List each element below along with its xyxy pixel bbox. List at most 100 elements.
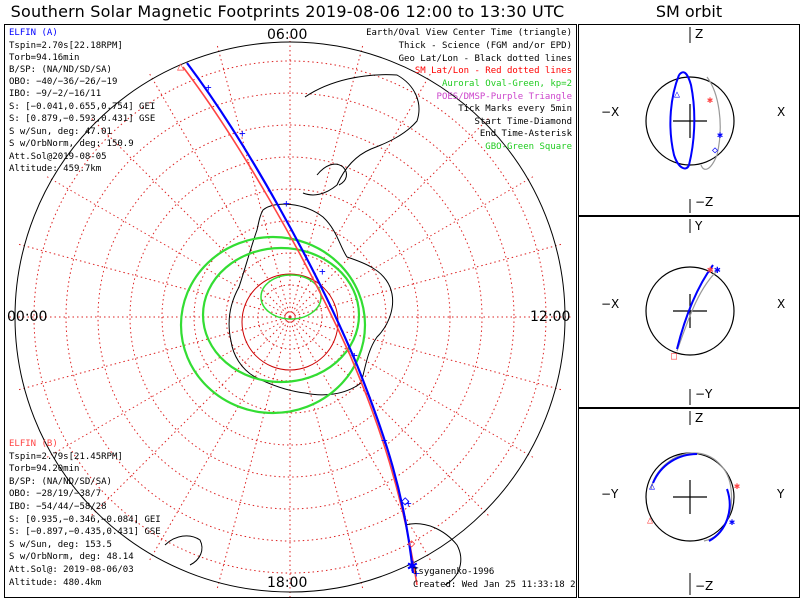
orbit-plot-xy: ✱ ✱ □ <box>645 219 735 405</box>
orbit-a-track <box>676 264 714 350</box>
sm-lon-line <box>289 316 535 459</box>
elfin-a-line: Tspin=2.70s[22.18RPM] <box>9 41 123 51</box>
map-boundary <box>14 41 566 593</box>
view-center-triangle: △ <box>177 59 185 73</box>
island-outline <box>316 163 347 186</box>
sm-lat-circle <box>129 156 451 478</box>
axis-label-minus-y: −Y <box>601 487 619 501</box>
elfin-b-line: IBO: −54/44/−58/28 <box>9 502 107 512</box>
map-label-12: 12:00 <box>530 309 571 325</box>
orbit-end-marker: ✱ <box>714 263 721 276</box>
elfin-b-line: Altitude: 480.4km <box>9 578 102 588</box>
footprint-map: ++++++++◇◇✱△ <box>8 35 572 597</box>
sm-lon-line <box>148 72 291 318</box>
axis-label-minus-y: −Y <box>695 387 713 401</box>
legend-item: POES/DMSP-Purple Triangle <box>436 92 572 102</box>
track-tick-mark: + <box>319 265 326 278</box>
created-timestamp: Created: Wed Jan 25 11:33:18 2023 <box>413 580 577 590</box>
start-time-diamond: ◇ <box>401 493 410 509</box>
track-tick-mark: + <box>351 349 358 362</box>
track-tick-mark: + <box>381 434 388 447</box>
axis-label-minus-z: −Z <box>695 579 714 593</box>
sm-lat-circle <box>97 124 483 510</box>
axis-label-minus-z: −Z <box>695 195 714 209</box>
orbit-marker: △ <box>647 515 653 526</box>
map-label-18: 18:00 <box>267 575 308 591</box>
legend-item: Auroral Oval-Green, kp=2 <box>441 79 572 89</box>
sm-lon-line <box>17 316 291 391</box>
sm-lon-line <box>289 72 432 318</box>
sm-lon-line <box>148 316 291 562</box>
elfin-a-line: S w/OrbNorm, deg: 150.9 <box>9 139 134 149</box>
sm-lon-line <box>289 243 563 318</box>
track-tick-mark: + <box>405 497 412 510</box>
sm-lon-line <box>289 175 535 318</box>
end-time-asterisk: ✱ <box>407 555 418 576</box>
elfin-b-track <box>182 66 418 586</box>
elfin-b-line: Att.Sol@: 2019-08-06/03 <box>9 565 134 575</box>
elfin-b-line: S: [−0.897,−0.435,0.431] GSE <box>9 527 161 537</box>
orbit-b-track <box>676 268 720 352</box>
elfin-b-line: Torb=94.20min <box>9 464 80 474</box>
legend-item: Earth/Oval View Center Time (triangle) <box>366 28 572 38</box>
legend-item: Thick - Science (FGM and/or EPD) <box>398 41 572 51</box>
orbit-end-marker: ✱ <box>717 130 723 141</box>
sm-lon-line <box>289 316 563 391</box>
elfin-b-name: ELFIN (B) <box>9 439 58 449</box>
elfin-a-line: Altitude: 459.7km <box>9 164 102 174</box>
elfin-a-line: Att.Sol@2019-08-05 <box>9 152 107 162</box>
elfin-a-track <box>186 62 415 574</box>
sm-lon-line <box>289 316 432 562</box>
sm-lat-circle <box>161 188 419 446</box>
earth-circle <box>645 266 735 356</box>
australia-outline <box>404 523 462 586</box>
axis-label-minus-x: −X <box>601 105 620 119</box>
sm-lon-line <box>289 44 364 318</box>
sm-lon-line <box>45 316 291 459</box>
axis-label-x: X <box>777 105 786 119</box>
sm-lon-line <box>45 175 291 318</box>
track-tick-mark: + <box>205 81 212 94</box>
axis-label-y: Y <box>695 219 703 233</box>
footprint-map-panel: + + + + + + + + ◇ ◇ ✱ △ 06:00 00:00 12:00 18:00 ELF… <box>4 24 577 598</box>
elfin-a-line: S: [0.879,−0.593,0.431] GSE <box>9 114 156 124</box>
elfin-b-line: OBO: −28/19/−38/7 <box>9 489 102 499</box>
legend-item: End Time-Asterisk <box>479 129 572 139</box>
page-title: Southern Solar Magnetic Footprints 2019-… <box>10 2 565 21</box>
orbit-start-marker: △ <box>649 481 655 492</box>
legend-item: Start Time-Diamond <box>474 117 572 127</box>
elfin-a-line: OBO: −40/−36/−26/−19 <box>9 77 118 87</box>
orbit-panel-xy: ✱ ✱ □ Y −Y −X X <box>578 216 800 408</box>
legend-item: Tick Marks every 5min <box>458 104 572 114</box>
sm-lon-line <box>289 316 490 517</box>
map-label-00: 00:00 <box>7 309 48 325</box>
orbit-panel-xz: △ ✱ ✱ ◇ Z −Z −X X <box>578 24 800 216</box>
orbit-plot-xz: △ ✱ ✱ ◇ <box>645 27 735 213</box>
elfin-b-line: S w/OrbNorm, deg: 48.14 <box>9 552 134 562</box>
orbit-plot-yz: △ △ ✱ ✱ <box>645 411 740 595</box>
axis-label-x: X <box>777 297 786 311</box>
orbit-marker: ✱ <box>734 481 740 492</box>
start-time-diamond-b: ◇ <box>408 536 416 550</box>
sm-lon-line <box>90 117 291 318</box>
orbit-b-track <box>700 76 721 170</box>
orbit-marker: □ <box>671 351 677 362</box>
sm-lat-circle <box>65 92 515 542</box>
sm-lon-line <box>289 117 490 318</box>
axis-label-z: Z <box>695 27 704 41</box>
auroral-oval-inner <box>201 246 361 384</box>
elfin-b-line: Tspin=2.79s[21.45RPM] <box>9 452 123 462</box>
sm-lon-line <box>289 316 364 590</box>
elfin-a-line: IBO: −9/−2/−16/11 <box>9 89 102 99</box>
elfin-b-line: B/SP: (NA/ND/SD/SA) <box>9 477 112 487</box>
track-tick-mark: + <box>283 197 290 210</box>
sm-lat-circle <box>33 60 547 574</box>
orbit-marker: ✱ <box>707 263 714 276</box>
legend-item: SM Lat/Lon - Red dotted lines <box>414 66 572 76</box>
sm-lon-line <box>90 316 291 517</box>
orbit-panel-yz: △ △ ✱ ✱ Z −Z −Y Y <box>578 408 800 598</box>
landmass-outline <box>164 535 203 566</box>
track-tick-mark: + <box>239 127 246 140</box>
sm-lon-line <box>216 44 291 318</box>
orbit-a-track <box>669 71 696 170</box>
